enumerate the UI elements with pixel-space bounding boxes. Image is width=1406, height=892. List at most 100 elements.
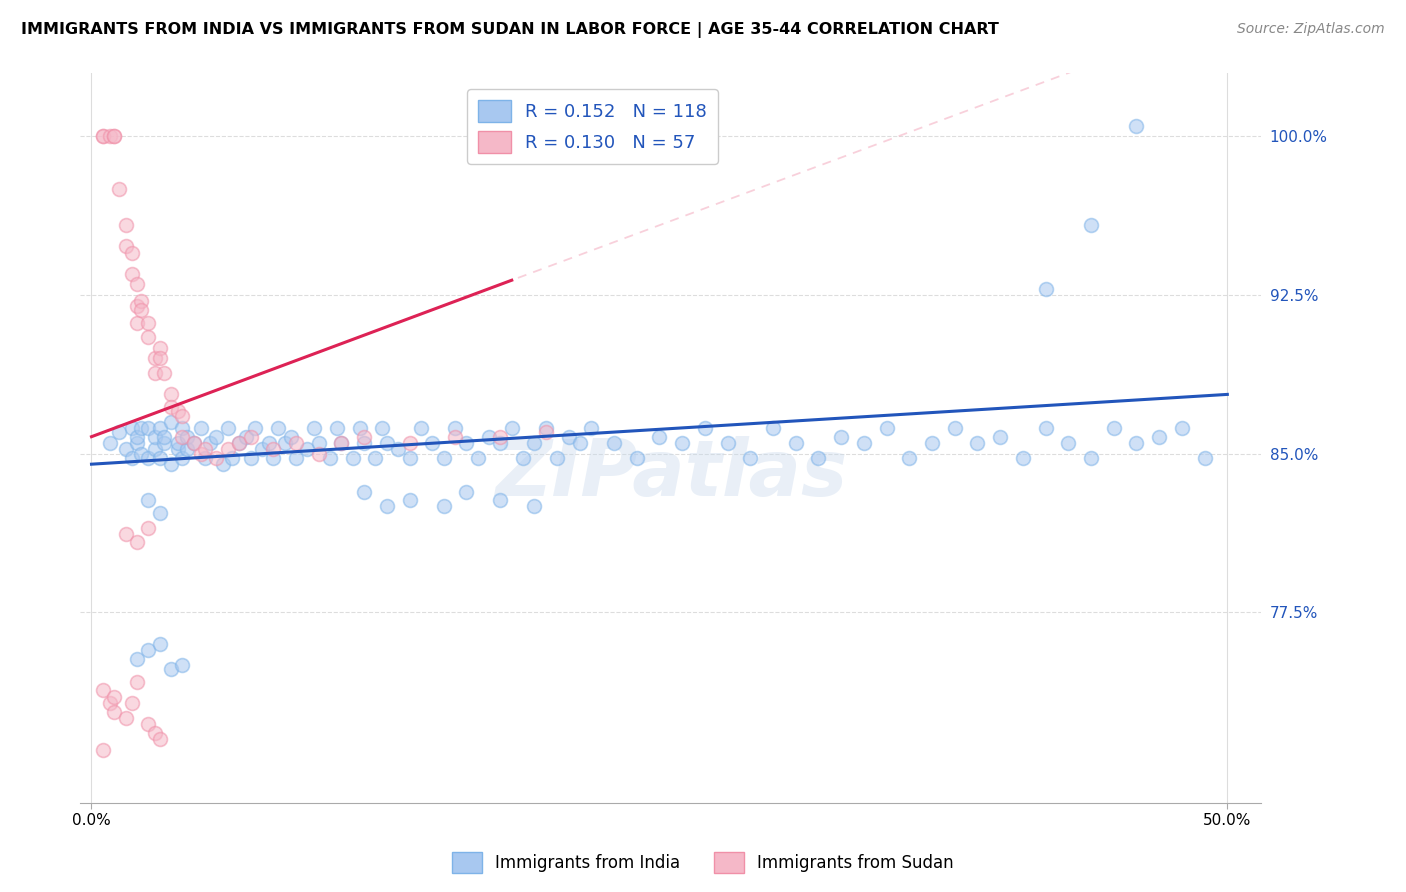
Point xyxy=(153,436,176,450)
Point xyxy=(830,430,852,444)
Point xyxy=(512,450,534,465)
Point xyxy=(262,450,284,465)
Point xyxy=(467,450,489,465)
Point xyxy=(444,430,467,444)
Point xyxy=(103,129,125,144)
Point xyxy=(143,442,166,457)
Point xyxy=(149,341,172,355)
Point xyxy=(176,442,198,457)
Point xyxy=(114,527,136,541)
Point xyxy=(371,421,394,435)
Point xyxy=(239,450,262,465)
Point xyxy=(183,436,205,450)
Point xyxy=(121,245,143,260)
Point xyxy=(98,696,121,710)
Point xyxy=(420,436,443,450)
Point xyxy=(557,430,579,444)
Point xyxy=(205,430,228,444)
Point xyxy=(921,436,943,450)
Point xyxy=(319,450,342,465)
Point xyxy=(1102,421,1125,435)
Point xyxy=(273,436,295,450)
Point xyxy=(456,484,478,499)
Point xyxy=(876,421,898,435)
Point xyxy=(534,425,557,440)
Point xyxy=(398,450,420,465)
Point xyxy=(257,436,280,450)
Point xyxy=(107,425,129,440)
Point xyxy=(153,366,176,380)
Point xyxy=(330,436,353,450)
Point xyxy=(166,404,188,418)
Point xyxy=(364,450,387,465)
Point xyxy=(1194,450,1216,465)
Point xyxy=(172,421,194,435)
Point xyxy=(172,430,194,444)
Point xyxy=(302,421,325,435)
Point xyxy=(353,484,375,499)
Point xyxy=(143,351,166,366)
Point xyxy=(444,421,467,435)
Point xyxy=(131,294,153,309)
Point xyxy=(1171,421,1194,435)
Point xyxy=(91,129,114,144)
Point xyxy=(966,436,988,450)
Point xyxy=(172,409,194,423)
Point xyxy=(308,436,330,450)
Point xyxy=(91,129,114,144)
Point xyxy=(409,421,432,435)
Point xyxy=(1035,282,1057,296)
Point xyxy=(91,742,114,756)
Point xyxy=(648,430,671,444)
Point xyxy=(1035,421,1057,435)
Point xyxy=(523,436,546,450)
Point xyxy=(243,421,266,435)
Point xyxy=(342,450,364,465)
Point xyxy=(353,436,375,450)
Text: ZIPatlas: ZIPatlas xyxy=(495,436,846,512)
Point xyxy=(136,450,159,465)
Point xyxy=(217,442,239,457)
Point xyxy=(349,421,371,435)
Point xyxy=(149,351,172,366)
Point xyxy=(143,725,166,739)
Point xyxy=(898,450,921,465)
Point xyxy=(136,493,159,508)
Point xyxy=(143,366,166,380)
Point xyxy=(433,500,456,514)
Point xyxy=(121,696,143,710)
Text: Source: ZipAtlas.com: Source: ZipAtlas.com xyxy=(1237,22,1385,37)
Point xyxy=(398,436,420,450)
Point xyxy=(235,430,257,444)
Point xyxy=(353,430,375,444)
Point xyxy=(581,421,603,435)
Point xyxy=(160,387,183,401)
Point xyxy=(456,436,478,450)
Point xyxy=(740,450,762,465)
Point xyxy=(297,442,319,457)
Text: IMMIGRANTS FROM INDIA VS IMMIGRANTS FROM SUDAN IN LABOR FORCE | AGE 35-44 CORREL: IMMIGRANTS FROM INDIA VS IMMIGRANTS FROM… xyxy=(21,22,1000,38)
Point xyxy=(280,430,302,444)
Point xyxy=(160,457,183,471)
Point xyxy=(489,430,512,444)
Point xyxy=(262,442,284,457)
Point xyxy=(478,430,501,444)
Point xyxy=(375,436,398,450)
Point xyxy=(149,450,172,465)
Point xyxy=(125,675,148,690)
Point xyxy=(136,717,159,731)
Point xyxy=(121,421,143,435)
Point xyxy=(166,442,188,457)
Point xyxy=(149,506,172,520)
Point xyxy=(1125,119,1147,133)
Point xyxy=(125,436,148,450)
Point xyxy=(131,302,153,317)
Point xyxy=(546,450,568,465)
Point xyxy=(136,421,159,435)
Point xyxy=(194,442,217,457)
Point xyxy=(149,732,172,747)
Point xyxy=(114,711,136,725)
Point xyxy=(267,421,290,435)
Point xyxy=(166,436,188,450)
Point xyxy=(534,421,557,435)
